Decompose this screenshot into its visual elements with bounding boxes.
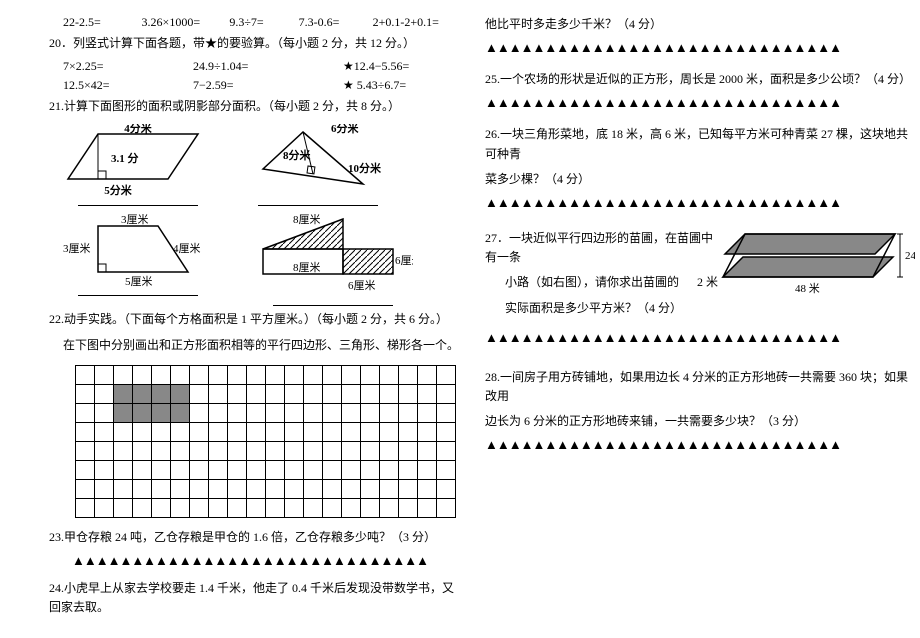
q27-l2: 小路（如右图），请你求出苗圃的 2 米 [485, 273, 720, 292]
q21-fig1: 4分米 3.1 分 5分米 [63, 124, 213, 206]
q27-l1: 27．一块近似平行四边形的苗圃，在苗圃中有一条 [485, 229, 720, 267]
svg-text:10分米: 10分米 [348, 161, 382, 175]
q21-fig3: 3厘米 3厘米 4厘米 5厘米 [63, 214, 213, 306]
q22-sub: 在下图中分别画出和正方形面积相等的平行四边形、三角形、梯形各一个。 [35, 336, 465, 355]
q20-row2: 12.5×42= 7−2.59= ★ 5.43÷6.7= [35, 78, 465, 93]
svg-text:3厘米: 3厘米 [121, 214, 149, 226]
svg-text:8分米: 8分米 [283, 148, 311, 162]
q23-text: 23.甲仓存粮 24 吨，乙仓存粮是甲仓的 1.6 倍，乙仓存粮多少吨？（3 分… [35, 528, 465, 547]
svg-text:48 米: 48 米 [795, 282, 820, 295]
q22-title: 22.动手实践。（下面每个方格面积是 1 平方厘米。）（每小题 2 分，共 6 … [35, 310, 465, 329]
svg-text:3.1 分: 3.1 分 [111, 151, 139, 165]
eq: 3.26×1000= [142, 15, 230, 30]
q21-figs-row2: 3厘米 3厘米 4厘米 5厘米 8厘米 8厘米 6厘米 6厘米 [63, 214, 465, 306]
separator-triangles: ▲▲▲▲▲▲▲▲▲▲▲▲▲▲▲▲▲▲▲▲▲▲▲▲▲▲▲▲▲▲ [485, 437, 915, 453]
q25-text: 25.一个农场的形状是近似的正方形，周长是 2000 米，面积是多少公顷？（4 … [485, 70, 915, 89]
svg-text:5厘米: 5厘米 [125, 275, 153, 288]
q20-row1: 7×2.25= 24.9÷1.04= ★12.4−5.56= [35, 59, 465, 74]
eq: 12.5×42= [63, 78, 193, 93]
q26-text-a: 26.一块三角形菜地，底 18 米，高 6 米，已知每平方米可种青菜 27 棵，… [485, 125, 915, 163]
composite-figure: 8厘米 8厘米 6厘米 6厘米 [253, 214, 413, 299]
svg-text:8厘米: 8厘米 [293, 261, 321, 274]
eq: 2+0.1-2+0.1= [373, 15, 465, 30]
q22-grid [75, 365, 465, 518]
trapezoid-figure: 3厘米 3厘米 4厘米 5厘米 [63, 214, 213, 289]
q28-text-b: 边长为 6 分米的正方形地砖来铺，一共需要多少块？（3 分） [485, 412, 915, 431]
svg-text:4厘米: 4厘米 [173, 242, 201, 255]
svg-text:6厘米: 6厘米 [395, 254, 413, 267]
q21-fig2: 6分米 8分米 10分米 [253, 124, 383, 206]
svg-text:5分米: 5分米 [104, 183, 132, 197]
svg-text:24 米: 24 米 [905, 249, 915, 262]
separator-triangles: ▲▲▲▲▲▲▲▲▲▲▲▲▲▲▲▲▲▲▲▲▲▲▲▲▲▲▲▲▲▲ [485, 195, 915, 211]
parallelogram-figure: 4分米 3.1 分 5分米 [63, 124, 213, 199]
q24b-text: 他比平时多走多少千米？（4 分） [485, 15, 915, 34]
q27-block: 27．一块近似平行四边形的苗圃，在苗圃中有一条 小路（如右图），请你求出苗圃的 … [485, 229, 915, 324]
q28-text-a: 28.一间房子用方砖铺地，如果用边长 4 分米的正方形地砖一共需要 360 块；… [485, 368, 915, 406]
q26-text-b: 菜多少棵？（4 分） [485, 170, 915, 189]
eq: ★ 5.43÷6.7= [343, 78, 406, 93]
q27-figure: 24 米 48 米 [720, 229, 915, 313]
eq: 9.3÷7= [229, 15, 298, 30]
separator-triangles: ▲▲▲▲▲▲▲▲▲▲▲▲▲▲▲▲▲▲▲▲▲▲▲▲▲▲▲▲▲▲ [485, 330, 915, 346]
eq: 7.3-0.6= [299, 15, 373, 30]
answer-line [78, 295, 198, 296]
answer-line [258, 205, 378, 206]
separator-triangles: ▲▲▲▲▲▲▲▲▲▲▲▲▲▲▲▲▲▲▲▲▲▲▲▲▲▲▲▲▲▲ [485, 40, 915, 56]
q21-figs-row1: 4分米 3.1 分 5分米 6分米 8分米 10分米 [63, 124, 465, 206]
eq: ★12.4−5.56= [343, 59, 409, 74]
q27-l3: 实际面积是多少平方米？（4 分） [485, 299, 720, 318]
answer-line [273, 305, 393, 306]
eq: 7−2.59= [193, 78, 343, 93]
eq: 7×2.25= [63, 59, 193, 74]
triangle-figure: 6分米 8分米 10分米 [253, 124, 383, 199]
svg-text:6分米: 6分米 [331, 124, 359, 135]
separator-triangles: ▲▲▲▲▲▲▲▲▲▲▲▲▲▲▲▲▲▲▲▲▲▲▲▲▲▲▲▲▲▲ [485, 95, 915, 111]
svg-text:4分米: 4分米 [124, 124, 152, 135]
q20-title: 20．列竖式计算下面各题，带★的要验算。（每小题 2 分，共 12 分。） [35, 34, 465, 53]
eq: 24.9÷1.04= [193, 59, 343, 74]
q21-title: 21.计算下面图形的面积或阴影部分面积。（每小题 2 分，共 8 分。） [35, 97, 465, 116]
q21-fig4: 8厘米 8厘米 6厘米 6厘米 [253, 214, 413, 306]
svg-text:3厘米: 3厘米 [63, 242, 91, 255]
svg-text:6厘米: 6厘米 [348, 279, 376, 292]
separator-triangles: ▲▲▲▲▲▲▲▲▲▲▲▲▲▲▲▲▲▲▲▲▲▲▲▲▲▲▲▲▲▲ [35, 553, 465, 569]
answer-line [78, 205, 198, 206]
q24-text: 24.小虎早上从家去学校要走 1.4 千米，他走了 0.4 千米后发现没带数学书… [35, 579, 465, 617]
q19-equations: 22-2.5= 3.26×1000= 9.3÷7= 7.3-0.6= 2+0.1… [35, 15, 465, 30]
eq: 22-2.5= [63, 15, 142, 30]
svg-text:8厘米: 8厘米 [293, 214, 321, 226]
